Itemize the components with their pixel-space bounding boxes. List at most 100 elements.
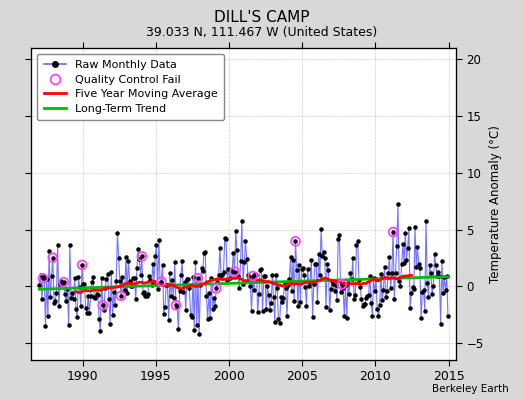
Point bbox=[91, 295, 100, 301]
Point bbox=[248, 273, 257, 279]
Point bbox=[99, 302, 107, 308]
Point bbox=[389, 229, 397, 235]
Point bbox=[132, 296, 140, 302]
Point bbox=[287, 254, 295, 261]
Point bbox=[217, 272, 225, 278]
Point bbox=[181, 307, 190, 313]
Point bbox=[96, 328, 105, 335]
Point bbox=[391, 270, 400, 276]
Point bbox=[408, 284, 417, 290]
Point bbox=[433, 272, 441, 279]
Point bbox=[312, 261, 320, 267]
Point bbox=[108, 312, 117, 318]
Point bbox=[121, 287, 129, 293]
Point bbox=[434, 269, 442, 275]
Point bbox=[251, 271, 259, 278]
Point bbox=[80, 280, 89, 287]
Point bbox=[277, 294, 285, 300]
Point bbox=[307, 257, 315, 264]
Point bbox=[321, 255, 329, 261]
Point bbox=[250, 287, 258, 294]
Point bbox=[309, 313, 317, 320]
Point bbox=[94, 292, 102, 298]
Point bbox=[49, 254, 57, 261]
Point bbox=[194, 275, 202, 281]
Point bbox=[174, 326, 182, 332]
Point bbox=[313, 299, 322, 305]
Point bbox=[386, 284, 395, 291]
Point bbox=[122, 254, 130, 260]
Point bbox=[143, 293, 151, 299]
Point bbox=[232, 228, 240, 234]
Point bbox=[291, 238, 300, 244]
Point bbox=[302, 303, 311, 309]
Point bbox=[160, 311, 168, 317]
Point bbox=[172, 302, 180, 308]
Point bbox=[348, 255, 357, 262]
Point bbox=[258, 308, 267, 314]
Point bbox=[425, 262, 434, 268]
Point bbox=[190, 327, 199, 333]
Point bbox=[439, 290, 447, 296]
Point bbox=[125, 278, 134, 284]
Point bbox=[52, 290, 61, 297]
Point bbox=[279, 294, 288, 301]
Point bbox=[400, 260, 408, 266]
Point bbox=[333, 297, 341, 303]
Point bbox=[223, 277, 232, 283]
Point bbox=[395, 277, 403, 284]
Point bbox=[262, 306, 270, 312]
Point bbox=[165, 316, 173, 323]
Point bbox=[227, 267, 235, 273]
Point bbox=[261, 272, 269, 279]
Point bbox=[220, 268, 228, 275]
Point bbox=[241, 238, 249, 245]
Point bbox=[60, 279, 68, 285]
Point bbox=[311, 260, 319, 267]
Point bbox=[169, 294, 178, 301]
Point bbox=[427, 270, 435, 276]
Point bbox=[72, 306, 80, 312]
Point bbox=[238, 218, 246, 224]
Point bbox=[259, 272, 268, 279]
Point bbox=[358, 303, 367, 309]
Point bbox=[113, 230, 122, 236]
Point bbox=[71, 274, 79, 281]
Point bbox=[370, 288, 379, 294]
Point bbox=[363, 293, 372, 300]
Point bbox=[214, 272, 223, 278]
Point bbox=[123, 290, 132, 296]
Point bbox=[384, 270, 392, 276]
Point bbox=[78, 262, 86, 268]
Point bbox=[247, 308, 256, 314]
Point bbox=[340, 312, 348, 319]
Point bbox=[106, 321, 114, 328]
Point bbox=[231, 268, 239, 275]
Point bbox=[161, 304, 169, 310]
Point bbox=[154, 286, 162, 292]
Point bbox=[392, 243, 401, 250]
Point bbox=[419, 287, 428, 294]
Point bbox=[332, 282, 340, 288]
Point bbox=[235, 284, 244, 291]
Point bbox=[39, 275, 47, 282]
Point bbox=[211, 302, 219, 309]
Point bbox=[383, 288, 391, 294]
Point bbox=[343, 315, 351, 322]
Point bbox=[157, 278, 166, 285]
Point bbox=[189, 274, 197, 280]
Point bbox=[82, 305, 90, 311]
Point bbox=[438, 258, 446, 264]
Point bbox=[155, 237, 163, 243]
Point bbox=[77, 302, 85, 309]
Point bbox=[401, 230, 409, 236]
Point bbox=[361, 300, 369, 307]
Point bbox=[138, 253, 146, 260]
Point bbox=[366, 272, 374, 279]
Point bbox=[187, 312, 195, 318]
Point bbox=[107, 268, 115, 275]
Point bbox=[351, 292, 359, 298]
Point bbox=[376, 302, 384, 308]
Point bbox=[441, 287, 450, 293]
Point bbox=[402, 256, 411, 263]
